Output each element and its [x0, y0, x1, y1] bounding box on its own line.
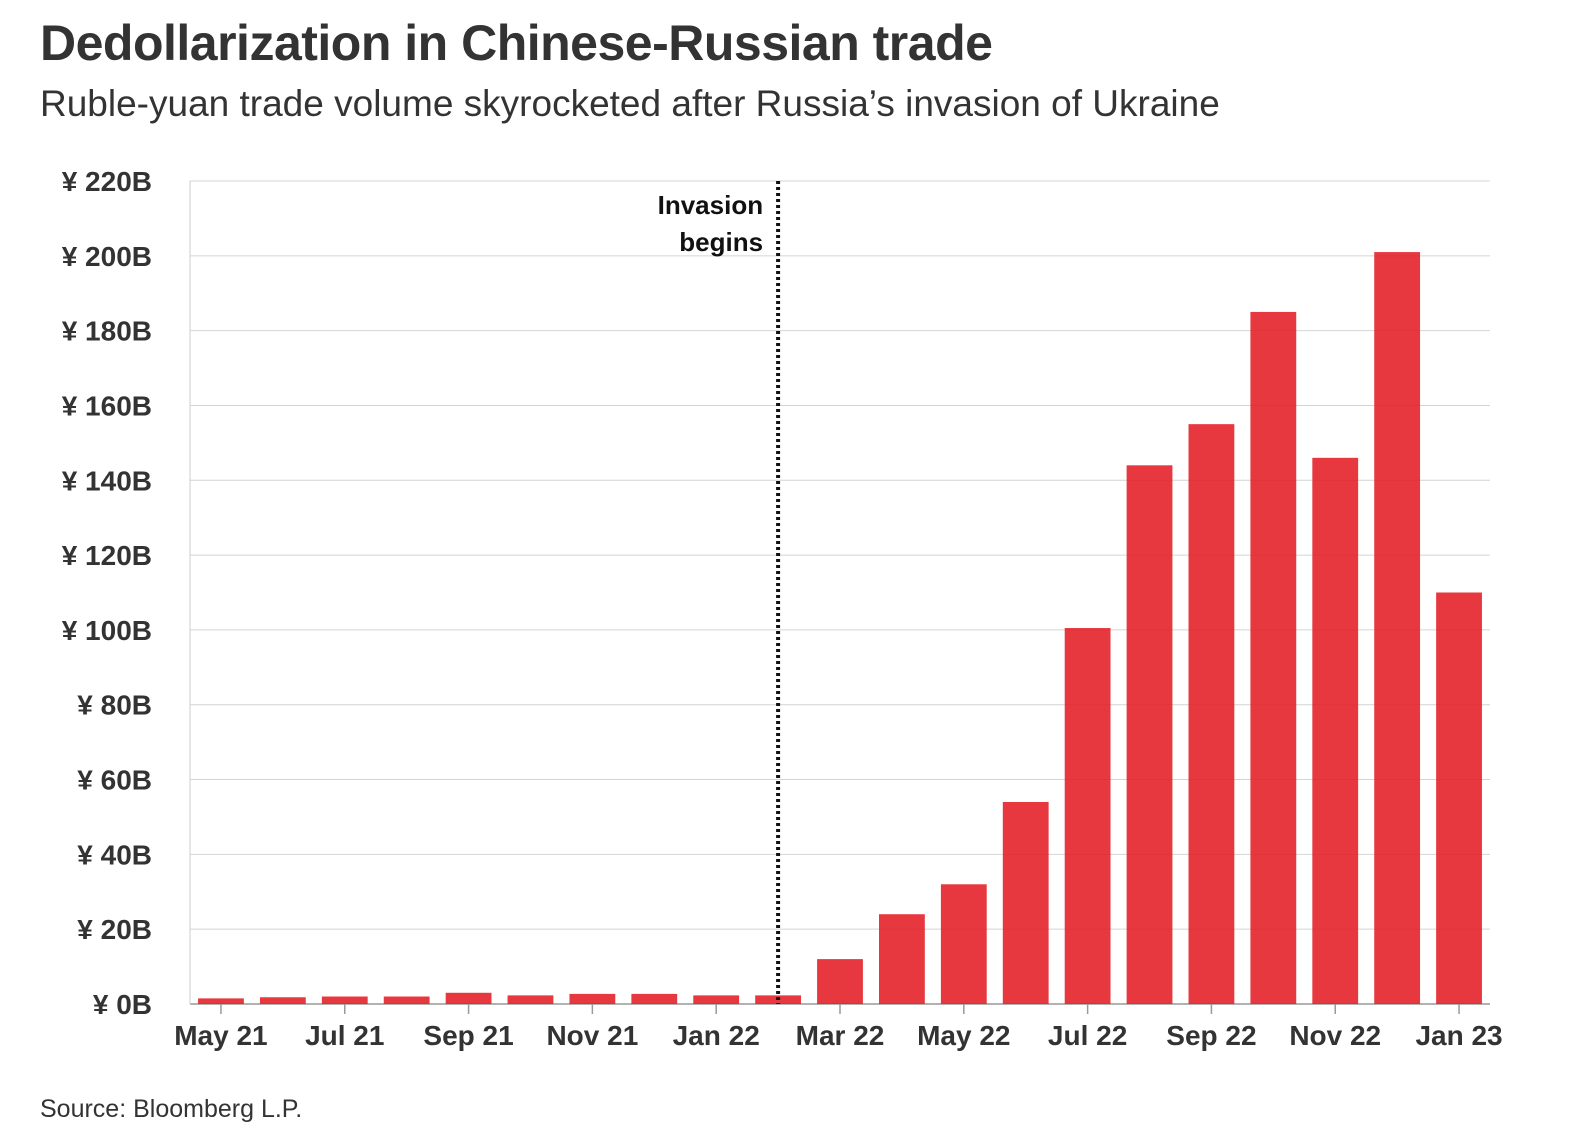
- y-tick-label: ¥ 100B: [62, 615, 152, 646]
- x-axis: May 21 Jul 21 Sep 21 Nov 21 Jan 22 Mar 22 May …: [174, 1004, 1503, 1051]
- bar: [879, 914, 925, 1004]
- y-tick-label: ¥ 60B: [77, 765, 152, 796]
- x-tick-label: Sep 22: [1166, 1020, 1256, 1051]
- y-tick-label: ¥ 140B: [62, 465, 152, 496]
- x-tick-label: Jan 23: [1415, 1020, 1502, 1051]
- y-tick-label: ¥ 80B: [77, 690, 152, 721]
- x-tick-label: Mar 22: [796, 1020, 885, 1051]
- x-tick-label: Nov 22: [1289, 1020, 1381, 1051]
- bar: [1002, 801, 1049, 1004]
- x-tick-label: Jan 22: [673, 1020, 760, 1051]
- bar: [1436, 592, 1482, 1004]
- bar: [1188, 424, 1235, 1005]
- bar: [383, 996, 430, 1004]
- bar: [940, 884, 987, 1004]
- bar: [1064, 628, 1111, 1004]
- bar: [259, 997, 306, 1004]
- x-tick-label: Nov 21: [546, 1020, 638, 1051]
- chart-title: Dedollarization in Chinese-Russian trade: [40, 15, 993, 71]
- y-tick-label: ¥ 40B: [77, 839, 152, 870]
- bar: [321, 996, 368, 1004]
- y-axis-ticks: ¥ 0B ¥ 20B ¥ 40B ¥ 60B ¥ 80B ¥ 100B ¥ 120B ¥ 14…: [62, 166, 152, 1020]
- x-tick-label: Sep 21: [423, 1020, 513, 1051]
- annotation-label-line2: begins: [679, 227, 763, 257]
- y-tick-label: ¥ 120B: [62, 540, 152, 571]
- chart-subtitle: Ruble-yuan trade volume skyrocketed afte…: [40, 83, 1220, 124]
- x-tick-label: Jul 22: [1048, 1020, 1127, 1051]
- bar: [1250, 311, 1297, 1004]
- bar: [693, 995, 740, 1004]
- bar: [445, 992, 492, 1004]
- bar: [198, 998, 244, 1004]
- source-note: Source: Bloomberg L.P.: [40, 1095, 303, 1123]
- annotation-label-line1: Invasion: [658, 190, 763, 220]
- y-tick-label: ¥ 160B: [62, 390, 152, 421]
- bar: [1374, 252, 1421, 1004]
- x-tick-label: May 22: [917, 1020, 1010, 1051]
- bar: [1312, 457, 1359, 1004]
- y-tick-label: ¥ 200B: [62, 241, 152, 272]
- invasion-annotation: Invasion begins: [658, 181, 781, 1004]
- x-tick-label: Jul 21: [305, 1020, 384, 1051]
- x-tick-label: May 21: [174, 1020, 267, 1051]
- bar: [631, 993, 678, 1004]
- bar: [507, 995, 554, 1004]
- bar: [817, 959, 863, 1004]
- y-tick-label: ¥ 220B: [62, 166, 152, 197]
- bars: [198, 252, 1482, 1005]
- bar: [1126, 465, 1173, 1004]
- y-tick-label: ¥ 180B: [62, 316, 152, 347]
- y-tick-label: ¥ 0B: [93, 989, 152, 1020]
- bar: [569, 993, 616, 1004]
- y-tick-label: ¥ 20B: [77, 914, 152, 945]
